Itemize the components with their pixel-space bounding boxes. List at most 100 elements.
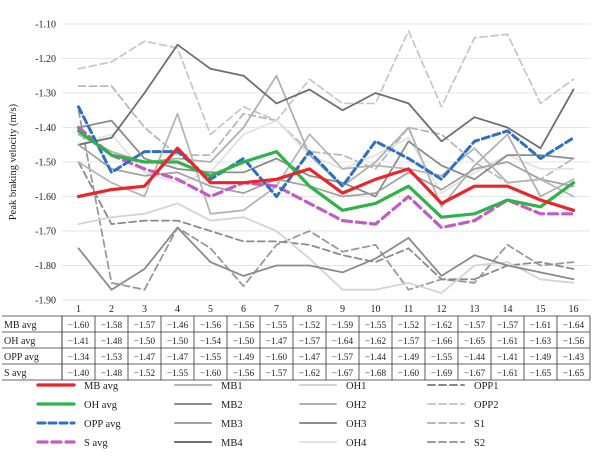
table-cell: −1.69 xyxy=(431,368,453,378)
table-cell: −1.65 xyxy=(563,368,585,378)
table-cell: −1.50 xyxy=(134,336,156,346)
legend-label-s-avg: S avg xyxy=(84,438,108,449)
table-cell: −1.62 xyxy=(299,368,321,378)
axes-layer: -1.10 -1.20 -1.30 -1.40 -1.50 -1.60 -1.70 -1.80… xyxy=(8,20,56,307)
y-tick-label: -1.30 xyxy=(35,89,56,100)
table-cell: −1.57 xyxy=(134,320,156,330)
table-cell: −1.49 xyxy=(530,352,552,362)
table-cell: −1.47 xyxy=(134,352,156,362)
table-row-label: S avg xyxy=(4,368,27,379)
series-line-oh4 xyxy=(77,119,575,195)
series-line-s-avg xyxy=(76,125,576,230)
series-line-oh1 xyxy=(77,202,575,295)
legend-label-mb3: MB3 xyxy=(221,419,243,430)
series-line-s1 xyxy=(77,85,575,184)
table-cell: −1.61 xyxy=(497,336,519,346)
series-lines xyxy=(76,29,576,295)
x-tick-label: 3 xyxy=(142,304,147,315)
table-cell: −1.60 xyxy=(200,368,222,378)
y-tick-label: -1.80 xyxy=(35,261,56,272)
table-cell: −1.60 xyxy=(68,320,90,330)
x-tick-label: 8 xyxy=(307,304,312,315)
x-tick-label: 11 xyxy=(404,304,414,315)
table-cell: −1.44 xyxy=(464,352,486,362)
table-cell: −1.60 xyxy=(266,352,288,362)
table-cell: −1.47 xyxy=(299,352,321,362)
table-cell: −1.62 xyxy=(431,320,453,330)
table-cell: −1.66 xyxy=(431,336,453,346)
table-cell: −1.57 xyxy=(464,320,486,330)
table-cell: −1.52 xyxy=(398,320,420,330)
x-tick-label: 16 xyxy=(569,304,579,315)
legend-label-oh3: OH3 xyxy=(346,419,366,430)
y-tick-label: -1.40 xyxy=(35,123,56,134)
table-cell: −1.40 xyxy=(68,368,90,378)
series-line-mb2 xyxy=(77,226,575,291)
table-cell: −1.57 xyxy=(299,336,321,346)
table-cell: −1.52 xyxy=(134,368,156,378)
table-cell: −1.62 xyxy=(365,336,387,346)
legend-label-mb1: MB1 xyxy=(221,381,243,392)
table-cell: −1.64 xyxy=(332,336,354,346)
table-cell: −1.67 xyxy=(332,368,354,378)
table-row-label: OPP avg xyxy=(4,352,39,363)
table-cell: −1.43 xyxy=(563,352,585,362)
table-cell: −1.56 xyxy=(233,368,255,378)
y-tick-label: -1.50 xyxy=(35,158,56,169)
table-row-label: OH avg xyxy=(4,336,35,347)
series-line-s2 xyxy=(77,109,575,291)
y-tick-label: -1.90 xyxy=(35,296,56,307)
table-row-label: MB avg xyxy=(4,320,37,331)
series-line-mb1 xyxy=(77,112,575,215)
table-cell: −1.54 xyxy=(200,336,222,346)
table-cell: −1.60 xyxy=(398,368,420,378)
x-tick-label: 4 xyxy=(175,304,180,315)
legend-label-s2: S2 xyxy=(474,438,485,449)
x-tick-label: 5 xyxy=(208,304,213,315)
table-cell: −1.58 xyxy=(101,320,123,330)
series-line-oh-avg xyxy=(76,129,576,219)
legend-label-mb2: MB2 xyxy=(221,400,243,411)
series-line-opp2 xyxy=(77,29,575,136)
table-cell: −1.59 xyxy=(332,320,354,330)
x-tick-label: 15 xyxy=(536,304,546,315)
legend-label-oh2: OH2 xyxy=(346,400,366,411)
x-tick-label: 12 xyxy=(437,304,447,315)
table-cell: −1.56 xyxy=(200,320,222,330)
legend-label-oh1: OH1 xyxy=(346,381,366,392)
table-cell: −1.57 xyxy=(266,368,288,378)
table-cell: −1.50 xyxy=(233,336,255,346)
table-cell: −1.50 xyxy=(167,336,189,346)
legend-label-mb-avg: MB avg xyxy=(84,381,119,392)
series-line-opp-avg xyxy=(77,105,575,198)
table-cell: −1.56 xyxy=(563,336,585,346)
table-cell: −1.41 xyxy=(497,352,519,362)
series-line-mb4 xyxy=(77,43,575,150)
table-cell: −1.56 xyxy=(233,320,255,330)
table-cell: −1.41 xyxy=(68,336,90,346)
y-tick-label: -1.60 xyxy=(35,192,56,203)
series-line-mb-avg xyxy=(76,146,576,212)
x-tick-label: 1 xyxy=(76,304,81,315)
table-cell: −1.64 xyxy=(563,320,585,330)
y-axis-label: Peak braking velocity (m/s) xyxy=(8,103,19,220)
x-tick-label: 13 xyxy=(470,304,480,315)
table-cell: −1.49 xyxy=(233,352,255,362)
table-cell: −1.55 xyxy=(365,320,387,330)
table-cell: −1.57 xyxy=(398,336,420,346)
table-cell: −1.55 xyxy=(200,352,222,362)
y-tick-label: -1.10 xyxy=(35,20,56,31)
y-tick-label: -1.20 xyxy=(35,54,56,65)
table-cell: −1.48 xyxy=(101,336,123,346)
table-cell: −1.44 xyxy=(365,352,387,362)
y-tick-label: -1.70 xyxy=(35,227,56,238)
table-cell: −1.53 xyxy=(101,352,123,362)
table-cell: −1.68 xyxy=(365,368,387,378)
x-tick-label: 14 xyxy=(503,304,513,315)
legend-label-s1: S1 xyxy=(474,419,485,430)
table-cell: −1.47 xyxy=(167,352,189,362)
table-cell: −1.55 xyxy=(266,320,288,330)
